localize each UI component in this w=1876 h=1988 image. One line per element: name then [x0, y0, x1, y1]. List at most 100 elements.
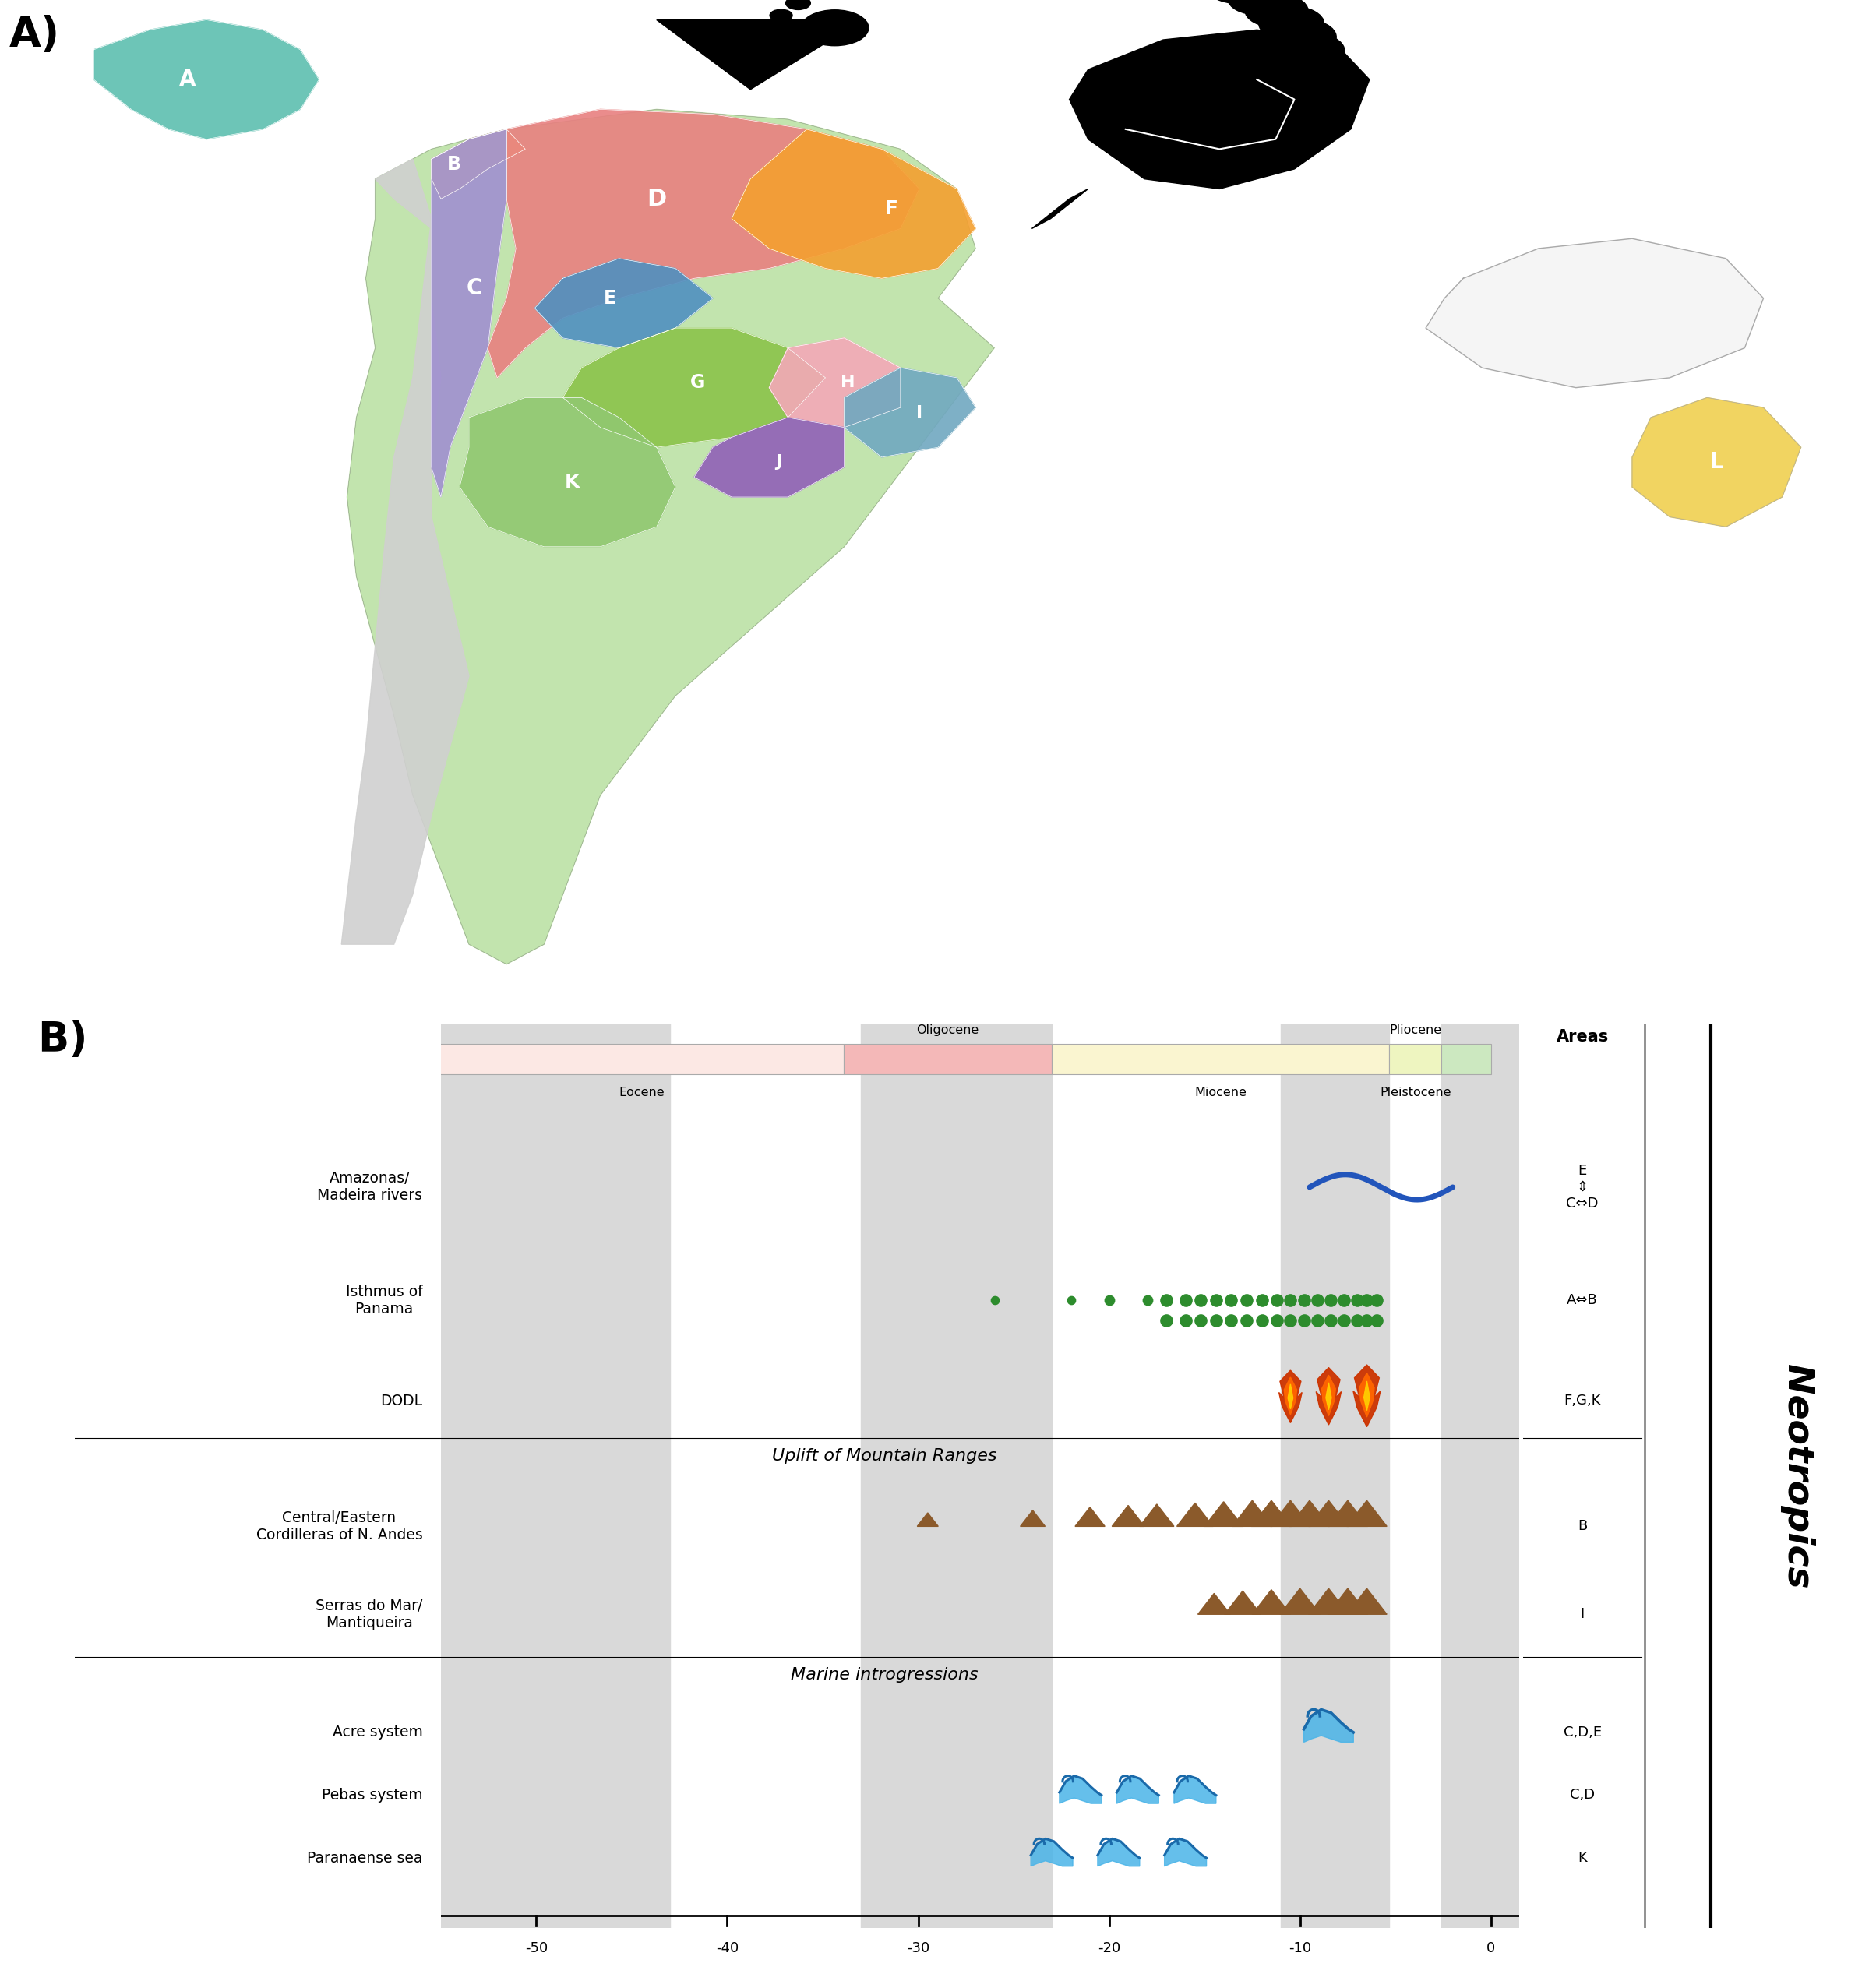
Bar: [861, 1569, 1052, 1660]
Text: Paranaense sea: Paranaense sea: [308, 1851, 422, 1865]
Point: [1248, 1304, 1278, 1336]
Text: Uplift of Mountain Ranges: Uplift of Mountain Ranges: [773, 1449, 998, 1463]
Polygon shape: [694, 417, 844, 497]
Polygon shape: [1323, 1376, 1336, 1415]
Polygon shape: [1021, 1511, 1045, 1527]
Polygon shape: [431, 129, 507, 497]
Point: [1353, 1304, 1383, 1336]
Circle shape: [786, 0, 810, 10]
Text: L: L: [1709, 451, 1724, 473]
Point: [1263, 1304, 1293, 1336]
Text: B: B: [1578, 1519, 1587, 1533]
Polygon shape: [460, 398, 675, 547]
Bar: [1052, 1044, 1388, 1074]
Bar: [1281, 1254, 1388, 1346]
Bar: [1281, 1481, 1388, 1573]
Bar: [1441, 1254, 1520, 1346]
Point: [1152, 1304, 1182, 1336]
Polygon shape: [1279, 1588, 1321, 1614]
Bar: [1281, 1749, 1388, 1841]
Bar: [861, 1024, 1052, 1928]
Polygon shape: [1309, 1501, 1349, 1527]
Text: -30: -30: [906, 1940, 929, 1954]
Polygon shape: [1225, 1590, 1261, 1614]
Text: E
⇕
C⇔D: E ⇕ C⇔D: [1566, 1163, 1598, 1211]
Point: [1186, 1304, 1216, 1336]
Text: B): B): [38, 1020, 88, 1060]
Polygon shape: [1204, 1501, 1242, 1527]
Polygon shape: [1309, 1588, 1349, 1614]
Text: I: I: [1580, 1606, 1585, 1622]
Bar: [1441, 1024, 1520, 1928]
Polygon shape: [1289, 1501, 1330, 1527]
Bar: [1441, 1481, 1520, 1573]
Bar: [861, 1688, 1052, 1777]
Bar: [861, 1141, 1052, 1233]
Polygon shape: [1139, 1505, 1174, 1527]
Text: 0: 0: [1486, 1940, 1495, 1954]
Text: A⇔B: A⇔B: [1566, 1294, 1598, 1308]
Polygon shape: [1347, 1588, 1386, 1614]
Polygon shape: [1360, 1374, 1375, 1417]
Point: [1231, 1304, 1261, 1336]
Bar: [861, 1481, 1052, 1573]
Bar: [844, 1044, 1052, 1074]
Polygon shape: [1426, 239, 1763, 388]
Polygon shape: [1176, 1503, 1214, 1527]
Text: Miocene: Miocene: [1195, 1087, 1248, 1097]
Polygon shape: [1032, 189, 1088, 229]
Point: [1276, 1304, 1306, 1336]
Text: C,D: C,D: [1570, 1787, 1595, 1803]
Point: [1171, 1284, 1201, 1316]
Point: [1248, 1284, 1278, 1316]
Point: [1186, 1284, 1216, 1316]
Polygon shape: [1347, 1501, 1386, 1527]
Bar: [861, 1254, 1052, 1346]
Bar: [1441, 1356, 1520, 1445]
Point: [1171, 1304, 1201, 1336]
Text: Oligocene: Oligocene: [917, 1024, 979, 1036]
Point: [1362, 1284, 1392, 1316]
Circle shape: [1246, 0, 1308, 28]
Text: Amazonas/
Madeira rivers: Amazonas/ Madeira rivers: [317, 1171, 422, 1203]
Circle shape: [769, 10, 792, 22]
Text: D: D: [647, 187, 666, 211]
Bar: [1281, 1024, 1388, 1928]
Bar: [1441, 1688, 1520, 1777]
Bar: [441, 1813, 670, 1903]
Point: [1201, 1304, 1231, 1336]
Text: Marine introgressions: Marine introgressions: [792, 1668, 979, 1682]
Bar: [1281, 1141, 1388, 1233]
Point: [1302, 1284, 1332, 1316]
Point: [1133, 1284, 1163, 1316]
Polygon shape: [1253, 1590, 1291, 1614]
Text: -40: -40: [717, 1940, 739, 1954]
Text: Pleistocene: Pleistocene: [1381, 1087, 1452, 1097]
Text: E: E: [604, 288, 615, 308]
Bar: [441, 1481, 670, 1573]
Text: Pliocene: Pliocene: [1390, 1024, 1441, 1036]
Polygon shape: [94, 20, 319, 139]
Circle shape: [1276, 32, 1345, 70]
Polygon shape: [732, 129, 976, 278]
Bar: [1441, 1749, 1520, 1841]
Point: [1353, 1284, 1383, 1316]
Polygon shape: [1174, 1775, 1216, 1803]
Text: G: G: [690, 374, 705, 392]
Bar: [861, 1356, 1052, 1445]
Bar: [441, 1024, 670, 1928]
Text: A: A: [180, 70, 195, 89]
Bar: [422, 1044, 844, 1074]
Polygon shape: [1285, 1378, 1296, 1415]
Point: [1302, 1304, 1332, 1336]
Text: F: F: [884, 199, 899, 219]
Polygon shape: [917, 1513, 938, 1527]
Bar: [1281, 1688, 1388, 1777]
Polygon shape: [1353, 1366, 1381, 1427]
Point: [1056, 1284, 1086, 1316]
Polygon shape: [1030, 1839, 1073, 1867]
Point: [1362, 1304, 1392, 1336]
Text: -10: -10: [1289, 1940, 1311, 1954]
Polygon shape: [1326, 1382, 1332, 1409]
Text: Eocene: Eocene: [619, 1087, 664, 1097]
